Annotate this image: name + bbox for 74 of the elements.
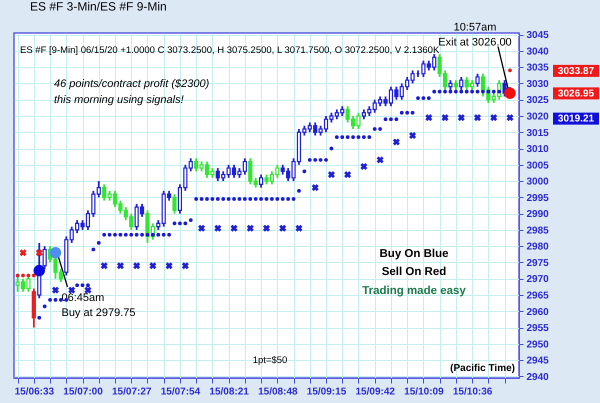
point: [246, 224, 254, 232]
point: [312, 184, 319, 192]
annotation: (Pacific Time): [450, 363, 515, 374]
point: [182, 262, 189, 270]
point: [133, 262, 140, 270]
y-tick-label: 3000: [526, 176, 550, 188]
point: [214, 224, 222, 232]
y-tick-label: 2990: [526, 209, 550, 220]
y-tick-label: 2945: [526, 356, 550, 367]
point: [409, 132, 416, 140]
x-tick-label: 15/09:42: [355, 386, 396, 398]
chart-title: ES #F 3-Min/ES #F 9-Min: [30, 0, 167, 14]
x-tick-label: 15/07:27: [112, 386, 152, 398]
annotation: Trading made easy: [362, 285, 466, 297]
point: [52, 286, 59, 294]
point: [166, 262, 173, 270]
point: [425, 114, 432, 122]
y-tick-label: 3015: [526, 128, 550, 139]
annotation: 10:57am Exit at 3026.00: [438, 21, 512, 48]
x-tick-label: 15/08:21: [209, 386, 250, 398]
point: [458, 114, 465, 122]
y-tick-label: 3025: [526, 95, 550, 106]
y-tick-label: 3005: [526, 160, 550, 172]
y-tick-label: 2985: [526, 225, 550, 236]
x-tick-label: 15/08:48: [258, 386, 298, 398]
ref-line-label: 3026.95: [558, 88, 595, 100]
point: [149, 262, 156, 270]
x-tick-label: 15/07:54: [160, 386, 201, 398]
point: [263, 224, 270, 232]
point: [392, 138, 400, 146]
y-tick-label: 2970: [526, 274, 550, 286]
annotation: 46 points/contract profit ($2300) this morning using signals!: [54, 78, 210, 106]
annotation: Buy On Blue: [379, 248, 449, 260]
y-tick-label: 2965: [526, 290, 550, 302]
x-tick-label: 15/10:09: [404, 386, 444, 398]
ref-line-label: 3033.87: [558, 66, 595, 77]
y-tick-label: 3035: [526, 62, 550, 74]
annotation: Sell On Red: [382, 266, 446, 278]
annotation: 06:45am Buy at 2979.75: [61, 292, 136, 319]
point: [490, 114, 498, 122]
candlestick: [258, 174, 264, 188]
annotation: 1pt=$50: [252, 355, 288, 366]
ref-line-label: 3019.21: [558, 114, 595, 125]
annotation: ES #F [9-Min] 06/15/20 +1.0000 C 3073.2500, H 3075.2500, L 3071.7500, O 3072.2500, V 2.1360K: [20, 45, 440, 56]
y-tick-label: 2975: [526, 258, 550, 269]
point: [116, 262, 124, 270]
y-tick-label: 2995: [526, 192, 550, 204]
point: [328, 171, 335, 178]
point: [230, 224, 238, 232]
y-tick-label: 3030: [526, 78, 550, 90]
x-tick-label: 15/10:36: [452, 386, 493, 398]
point: [198, 224, 206, 232]
x-tick-label: 15/06:33: [14, 386, 55, 398]
point: [442, 114, 449, 122]
point: [360, 162, 368, 170]
x-tick-label: 15/07:00: [63, 386, 104, 398]
y-tick-label: 2950: [526, 339, 550, 350]
x-tick-label: 15/09:15: [306, 386, 347, 398]
point: [506, 114, 514, 122]
candlestick: [172, 193, 177, 215]
point: [279, 224, 286, 232]
y-tick-label: 3010: [526, 144, 550, 156]
y-tick-label: 3040: [526, 46, 550, 58]
point: [100, 262, 108, 270]
y-tick-label: 3020: [526, 111, 550, 122]
y-tick-label: 3045: [526, 30, 550, 42]
y-tick-label: 2960: [526, 306, 550, 318]
point: [295, 224, 302, 232]
point: [344, 171, 352, 178]
y-tick-label: 2940: [526, 372, 550, 383]
point: [376, 156, 384, 164]
y-tick-label: 2980: [526, 242, 550, 253]
y-tick-label: 2955: [526, 323, 550, 334]
point: [474, 114, 482, 122]
